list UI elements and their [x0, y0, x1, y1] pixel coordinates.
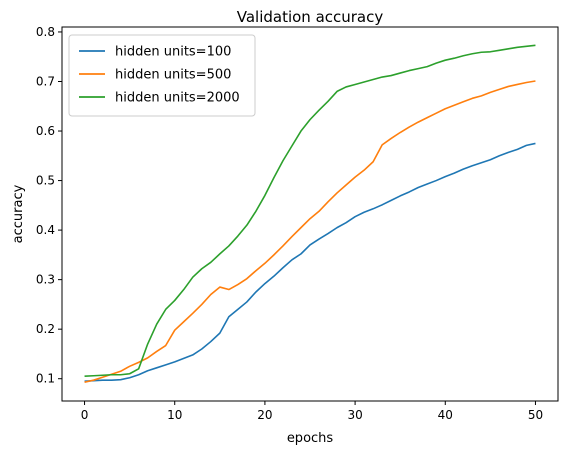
- chart-title: Validation accuracy: [237, 8, 384, 26]
- series-line-1: [84, 142, 536, 382]
- legend-entry: hidden units=100: [115, 45, 231, 60]
- y-axis-label: accuracy: [11, 184, 26, 243]
- legend-entry: hidden units=500: [115, 68, 231, 83]
- y-tick-label: 0.8: [36, 25, 55, 39]
- y-tick-label: 0.7: [36, 74, 55, 88]
- y-tick-label: 0.4: [36, 223, 55, 237]
- series-line-3: [84, 44, 536, 378]
- x-axis-label: epochs: [287, 431, 334, 446]
- x-tick-label: 30: [347, 408, 362, 422]
- x-tick-label: 50: [528, 408, 543, 422]
- y-tick-label: 0.2: [36, 322, 55, 336]
- x-axis: 0 10 20 30 40 50: [81, 401, 543, 422]
- y-tick-label: 0.3: [36, 273, 55, 287]
- y-axis: 0.1 0.2 0.3 0.4 0.5 0.6 0.7 0.8: [36, 25, 62, 386]
- legend-box: [68, 34, 256, 117]
- x-tick-label: 20: [257, 408, 272, 422]
- y-tick-label: 0.5: [36, 174, 55, 188]
- axes-frame: [61, 26, 559, 402]
- y-tick-label: 0.6: [36, 124, 55, 138]
- y-tick-label: 0.1: [36, 372, 55, 386]
- x-tick-label: 40: [438, 408, 453, 422]
- x-tick-label: 10: [167, 408, 182, 422]
- legend: hidden units=100 hidden units=500 hidden u…: [68, 34, 256, 117]
- series-line-2: [84, 80, 536, 383]
- plot-area: [84, 44, 536, 383]
- legend-entry: hidden units=2000: [115, 91, 240, 106]
- x-tick-label: 0: [81, 408, 89, 422]
